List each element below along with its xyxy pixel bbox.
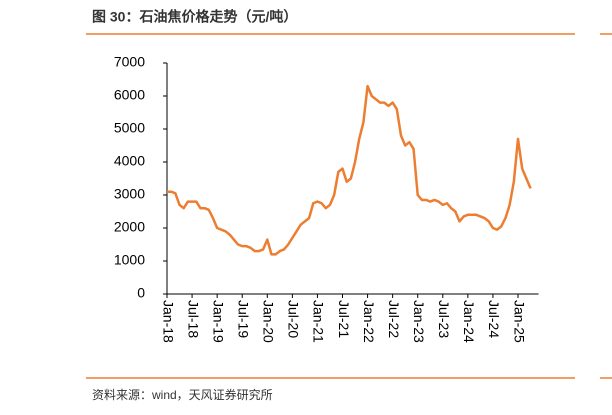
- x-tick-label: Jan-22: [361, 300, 377, 343]
- y-tick-label: 0: [137, 285, 145, 301]
- y-tick-label: 1000: [114, 252, 145, 268]
- x-tick-label: Jan-21: [311, 300, 327, 343]
- x-tick-label: Jan-18: [160, 300, 176, 343]
- x-tick-label: Jan-24: [461, 300, 477, 343]
- source-note: 资料来源：wind，天风证券研究所: [92, 387, 273, 402]
- x-tick-label: Jan-19: [210, 300, 226, 343]
- x-tick-label: Jul-24: [486, 300, 502, 338]
- x-tick-label: Jul-19: [236, 300, 252, 338]
- x-tick-label: Jul-18: [185, 300, 201, 338]
- y-tick-label: 3000: [114, 186, 145, 202]
- x-tick-label: Jul-20: [286, 300, 302, 338]
- y-tick-label: 7000: [114, 54, 145, 70]
- y-tick-label: 6000: [114, 87, 145, 103]
- x-tick-label: Jul-21: [336, 300, 352, 338]
- x-tick-label: Jan-20: [261, 300, 277, 343]
- x-tick-label: Jan-23: [411, 300, 427, 343]
- y-tick-label: 2000: [114, 219, 145, 235]
- data-line: [167, 84, 532, 256]
- y-tick-label: 5000: [114, 120, 145, 136]
- x-tick-label: Jul-22: [386, 300, 402, 338]
- x-tick-label: Jul-23: [436, 300, 452, 338]
- y-tick-label: 4000: [114, 153, 145, 169]
- chart-title: 图 30：石油焦价格走势（元/吨）: [92, 9, 297, 25]
- x-tick-label: Jan-25: [511, 300, 527, 343]
